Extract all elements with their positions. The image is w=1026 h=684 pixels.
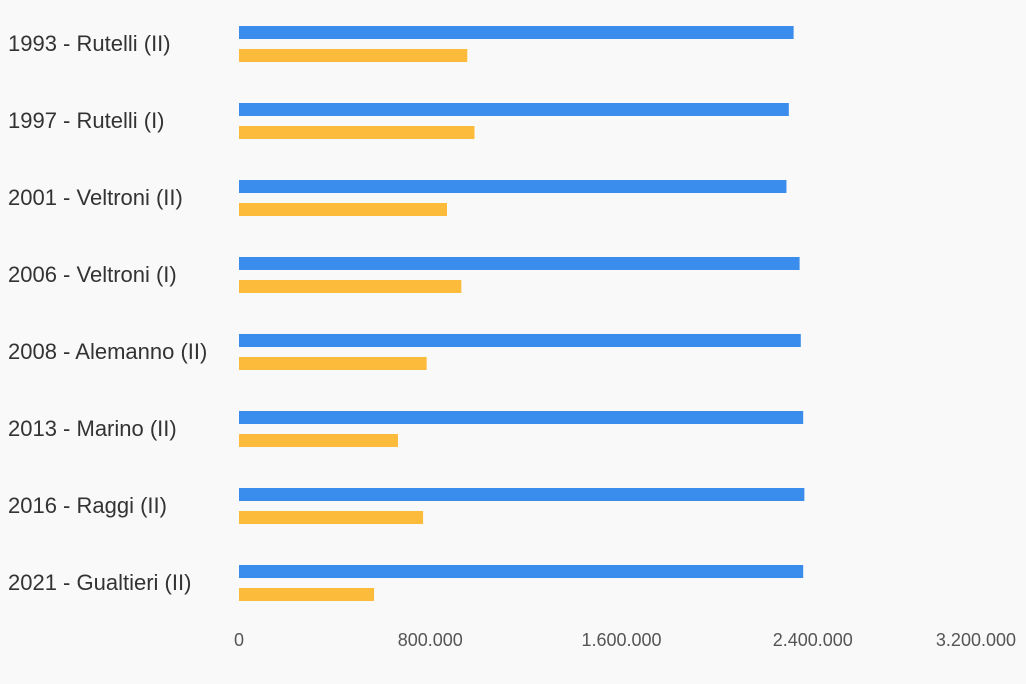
bar-series-1: [239, 334, 801, 347]
bar-series-2: [239, 511, 424, 524]
category-label: 2013 - Marino (II): [8, 416, 177, 441]
bar-series-1: [239, 488, 805, 501]
bar-series-1: [239, 180, 787, 193]
x-tick-label: 800.000: [398, 630, 463, 650]
x-tick-label: 3.200.000: [936, 630, 1016, 650]
bar-series-2: [239, 203, 447, 216]
bar-series-1: [239, 565, 804, 578]
category-label: 2006 - Veltroni (I): [8, 262, 177, 287]
bar-series-2: [239, 126, 475, 139]
category-label: 2001 - Veltroni (II): [8, 185, 183, 210]
category-labels: 1993 - Rutelli (II) 1997 - Rutelli (I) 200…: [8, 31, 207, 595]
category-label: 1997 - Rutelli (I): [8, 108, 165, 133]
category-label: 2021 - Gualtieri (II): [8, 570, 191, 595]
bar-series-2: [239, 357, 427, 370]
bars: [239, 26, 805, 601]
bar-series-1: [239, 26, 794, 39]
category-label: 2016 - Raggi (II): [8, 493, 167, 518]
bar-series-2: [239, 280, 462, 293]
x-tick-label: 1.600.000: [581, 630, 661, 650]
category-label: 2008 - Alemanno (II): [8, 339, 207, 364]
x-axis-tick-labels: 0 800.000 1.600.000 2.400.000 3.200.000: [234, 630, 1016, 650]
category-label: 1993 - Rutelli (II): [8, 31, 171, 56]
x-tick-label: 0: [234, 630, 244, 650]
bar-series-1: [239, 257, 800, 270]
bar-series-2: [239, 49, 468, 62]
bar-series-1: [239, 103, 789, 116]
bar-series-2: [239, 434, 398, 447]
bar-series-2: [239, 588, 375, 601]
bar-series-1: [239, 411, 804, 424]
x-tick-label: 2.400.000: [773, 630, 853, 650]
